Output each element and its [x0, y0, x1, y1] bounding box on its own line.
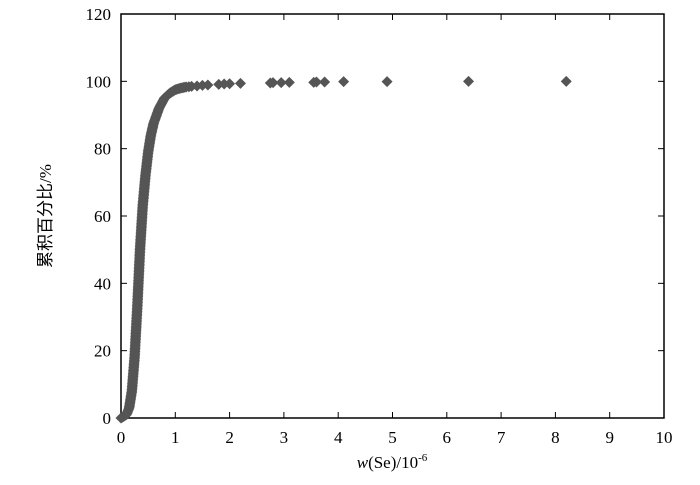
x-tick-label: 6: [443, 428, 452, 447]
data-marks: [115, 75, 572, 424]
x-tick-label: 5: [388, 428, 397, 447]
y-tick-label: 100: [86, 72, 112, 91]
x-axis-title-superscript: -6: [418, 452, 428, 464]
x-tick-label: 1: [171, 428, 180, 447]
data-point: [224, 78, 236, 90]
x-tick-label: 7: [497, 428, 506, 447]
data-point: [560, 75, 572, 87]
data-point: [202, 79, 214, 91]
data-point: [283, 76, 295, 88]
y-tick-label: 60: [94, 207, 111, 226]
y-tick-label: 20: [94, 342, 111, 361]
data-point: [275, 77, 287, 89]
y-tick-label: 120: [86, 5, 112, 24]
data-point: [463, 75, 475, 87]
x-tick-label: 3: [280, 428, 289, 447]
x-tick-label: 10: [656, 428, 673, 447]
data-point: [267, 77, 279, 89]
y-tick-label: 80: [94, 140, 111, 159]
x-axis-title-text: (Se)/10: [368, 453, 418, 472]
x-tick-label: 0: [117, 428, 126, 447]
x-tick-label: 8: [551, 428, 560, 447]
y-tick-label: 40: [94, 274, 111, 293]
axis-ticks: [120, 13, 665, 419]
data-point: [381, 76, 393, 88]
y-tick-label: 0: [103, 409, 112, 428]
x-tick-label: 2: [225, 428, 234, 447]
data-point: [310, 76, 322, 88]
plot-area: [120, 13, 665, 419]
x-axis-title-italic: w: [357, 453, 369, 472]
data-point: [234, 77, 246, 89]
x-tick-label: 4: [334, 428, 343, 447]
data-point: [319, 76, 331, 88]
data-point: [338, 76, 350, 88]
x-tick-label: 9: [605, 428, 614, 447]
y-axis-title: 累积百分比/%: [36, 164, 55, 268]
x-axis-title: w(Se)/10-6: [357, 452, 428, 472]
